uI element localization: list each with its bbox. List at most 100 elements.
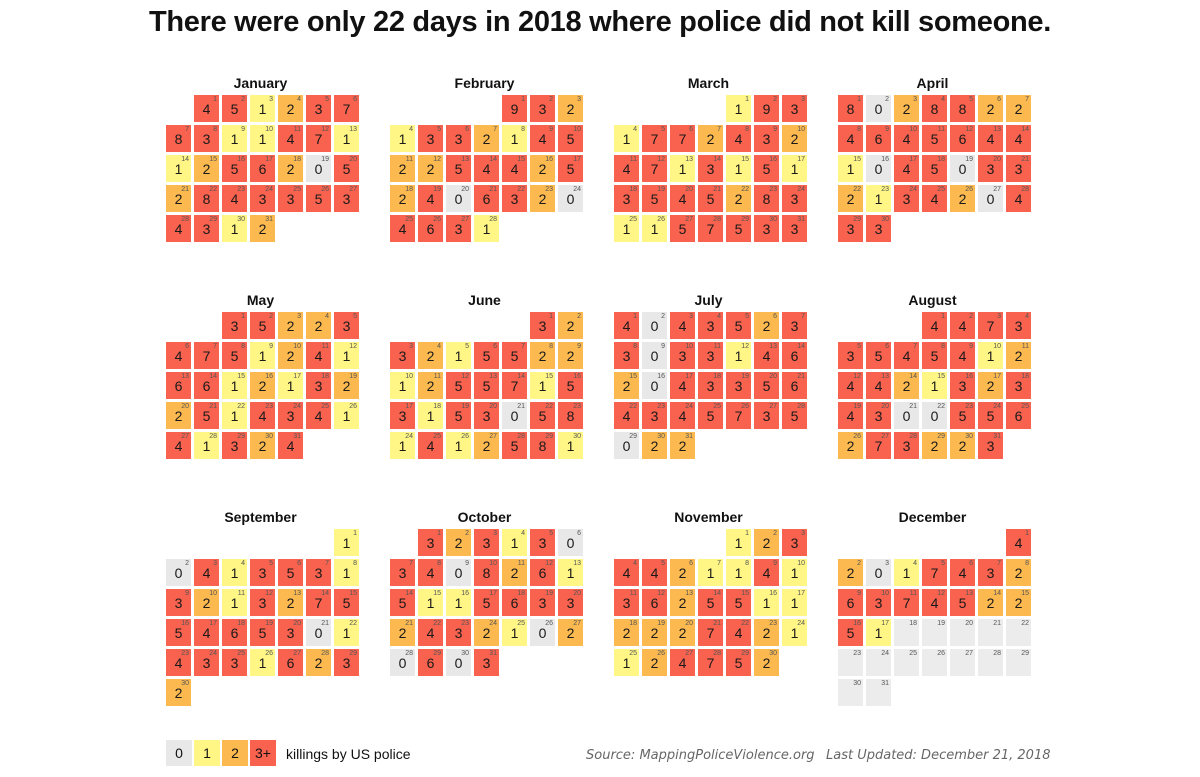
day-count: 4	[846, 408, 855, 424]
day-count: 2	[958, 191, 967, 207]
day-count: 7	[314, 131, 323, 147]
day-cell: 1 12	[726, 342, 751, 369]
day-date: 12	[265, 590, 273, 597]
day-date: 11	[517, 560, 525, 567]
day-cell: 4 22	[418, 619, 443, 646]
day-date: 8	[549, 343, 553, 350]
day-date: 23	[853, 650, 861, 657]
month-label: February	[454, 75, 515, 91]
day-date: 4	[913, 560, 917, 567]
day-cell: 7 26	[726, 402, 751, 429]
day-date: 2	[185, 560, 189, 567]
day-date: 6	[185, 343, 189, 350]
day-date: 2	[969, 313, 973, 320]
day-cell: 4 23	[250, 402, 275, 429]
day-count: 5	[230, 161, 239, 177]
day-count: 5	[342, 161, 351, 177]
day-count: 6	[426, 221, 435, 237]
day-date: 6	[465, 126, 469, 133]
day-date: 16	[461, 590, 469, 597]
day-count: 2	[622, 378, 631, 394]
day-cell: 1 25	[614, 649, 639, 676]
day-cell: 2 26	[838, 432, 863, 459]
day-date: 16	[657, 373, 665, 380]
day-count: 6	[1014, 408, 1023, 424]
day-count: 3	[706, 318, 715, 334]
day-cell: 3 24	[250, 185, 275, 212]
day-date: 8	[241, 343, 245, 350]
day-count: 3	[258, 595, 267, 611]
day-count: 2	[398, 161, 407, 177]
day-date: 24	[209, 650, 217, 657]
day-count: 0	[454, 565, 463, 581]
day-count: 1	[426, 595, 435, 611]
day-cell: 1 25	[614, 215, 639, 242]
day-date: 14	[517, 373, 525, 380]
day-cell: 1 13	[334, 125, 359, 152]
day-cell: 0 28	[390, 649, 415, 676]
day-date: 19	[433, 186, 441, 193]
day-date: 22	[853, 186, 861, 193]
day-cell: 19	[922, 619, 947, 646]
day-cell: 3 18	[1006, 372, 1031, 399]
day-cell: 4 13	[866, 372, 891, 399]
day-date: 5	[969, 96, 973, 103]
source-note: Source: MappingPoliceViolence.org	[586, 748, 815, 763]
day-cell: 4 11	[614, 155, 639, 182]
day-cell: 2 14	[894, 372, 919, 399]
day-count: 3	[874, 408, 883, 424]
day-count: 4	[174, 438, 183, 454]
day-count: 3	[762, 408, 771, 424]
day-cell: 4 15	[502, 155, 527, 182]
day-cell: 1 15	[418, 589, 443, 616]
day-count: 4	[678, 191, 687, 207]
day-cell: 5 16	[558, 372, 583, 399]
day-date: 23	[769, 186, 777, 193]
day-cell: 3 20	[474, 402, 499, 429]
day-cell: 3 29	[334, 649, 359, 676]
day-cell: 5 19	[250, 619, 275, 646]
day-date: 27	[349, 186, 357, 193]
day-date: 2	[465, 530, 469, 537]
day-count: 3	[342, 191, 351, 207]
day-cell: 1 24	[782, 619, 807, 646]
day-date: 22	[741, 186, 749, 193]
day-count: 2	[286, 318, 295, 334]
day-count: 7	[202, 348, 211, 364]
day-count: 1	[566, 565, 575, 581]
day-date: 25	[293, 186, 301, 193]
day-cell: 6 25	[1006, 402, 1031, 429]
day-cell: 4 19	[838, 402, 863, 429]
day-count: 0	[398, 655, 407, 671]
day-count: 8	[202, 191, 211, 207]
day-cell: 4 31	[278, 432, 303, 459]
day-count: 2	[622, 625, 631, 641]
day-cell: 0 16	[866, 155, 891, 182]
day-count: 2	[482, 625, 491, 641]
day-date: 17	[797, 156, 805, 163]
day-cell: 2 24	[474, 619, 499, 646]
day-cell: 1 17	[278, 372, 303, 399]
day-count: 1	[230, 378, 239, 394]
day-count: 4	[202, 101, 211, 117]
day-count: 1	[734, 348, 743, 364]
day-date: 31	[489, 650, 497, 657]
day-cell: 2 17	[978, 372, 1003, 399]
day-cell: 3 23	[642, 402, 667, 429]
day-date: 9	[773, 126, 777, 133]
day-date: 28	[713, 216, 721, 223]
day-cell: 4 13	[978, 125, 1003, 152]
